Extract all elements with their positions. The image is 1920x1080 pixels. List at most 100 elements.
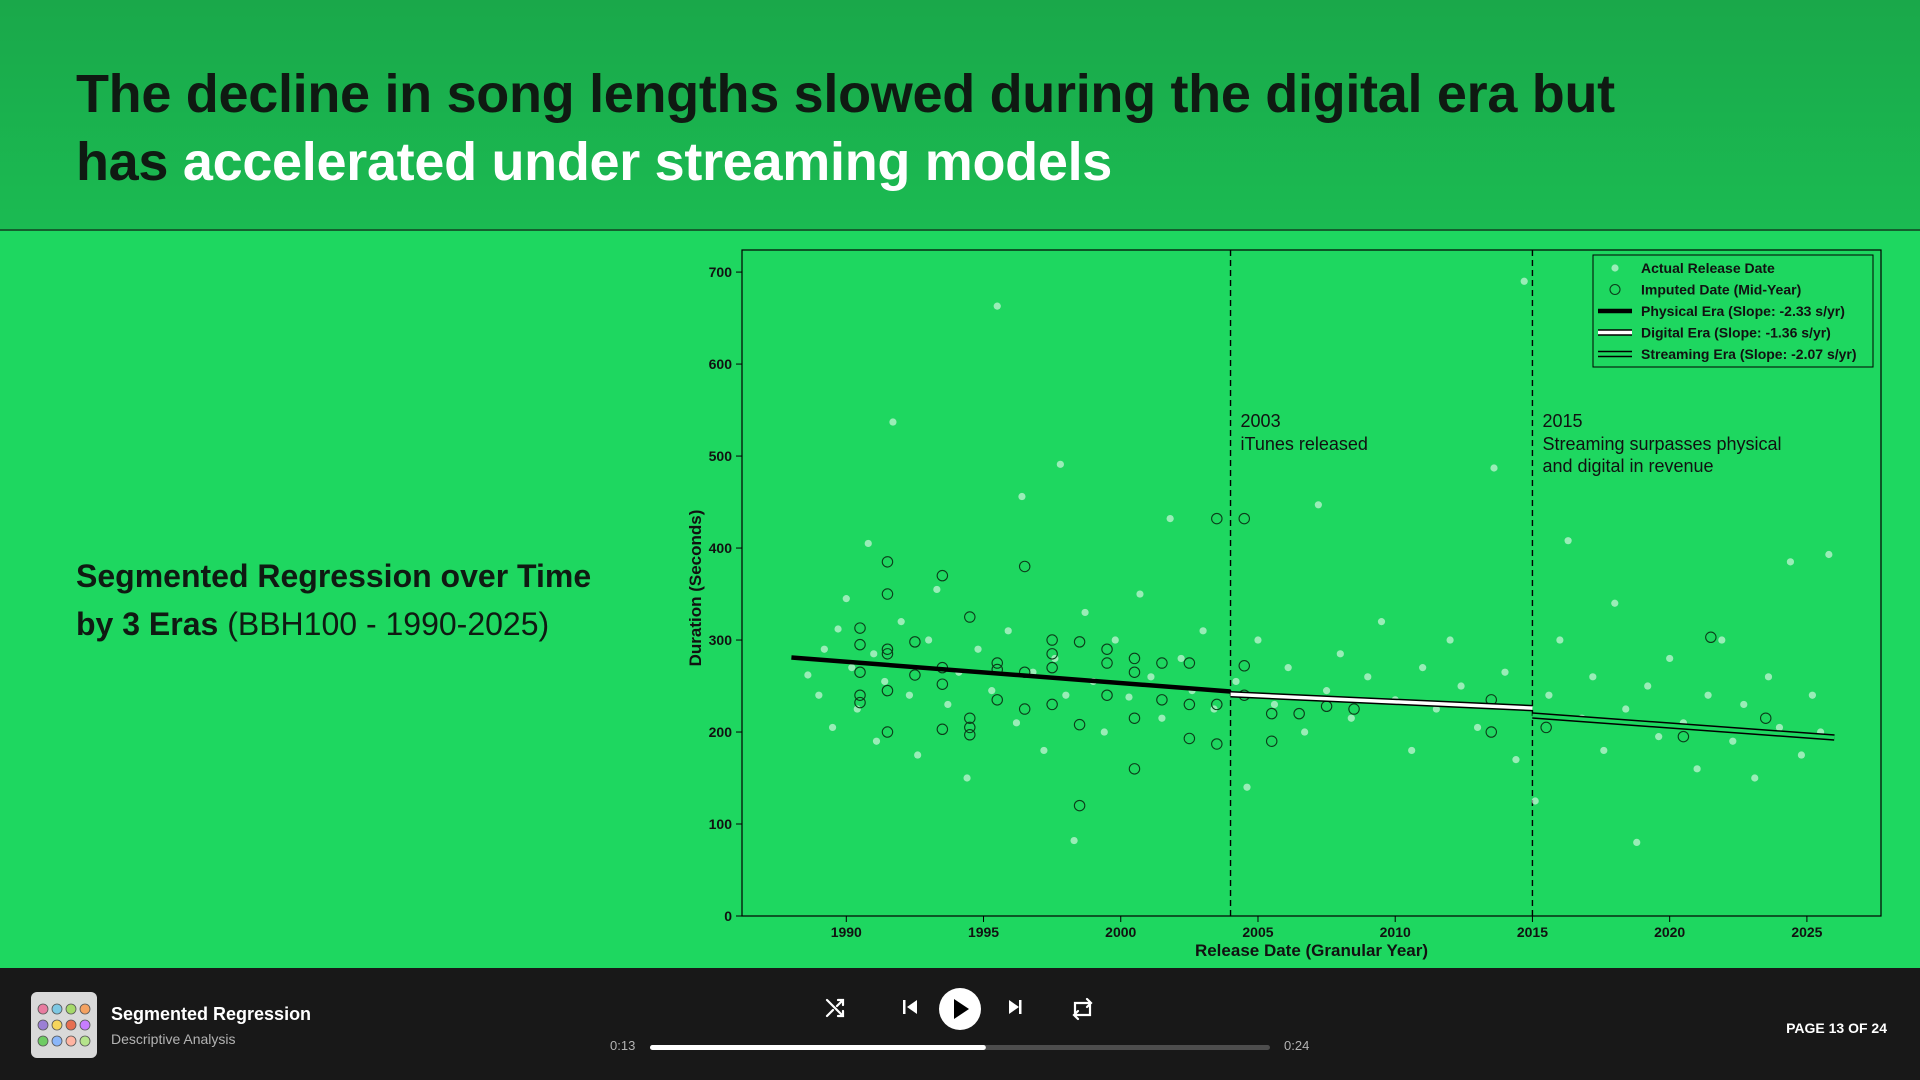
actual-point — [1377, 618, 1386, 626]
imputed-point — [1156, 657, 1168, 669]
actual-point — [881, 677, 889, 686]
actual-point — [1622, 705, 1630, 713]
next-button[interactable] — [1009, 1000, 1022, 1014]
actual-point — [1232, 677, 1240, 686]
actual-point — [993, 302, 1001, 310]
actual-point — [1729, 737, 1737, 745]
imputed-point — [881, 648, 894, 660]
y-tick-label: 0 — [724, 908, 732, 924]
y-tick-label: 700 — [709, 264, 733, 280]
actual-point — [1177, 654, 1185, 663]
actual-point — [1018, 492, 1026, 501]
actual-point — [1158, 714, 1166, 722]
actual-point — [1751, 774, 1759, 782]
imputed-point — [881, 588, 894, 600]
y-tick-label: 400 — [709, 540, 733, 556]
actual-point — [1432, 705, 1440, 713]
play-button[interactable] — [939, 988, 981, 1030]
elapsed-time: 0:13 — [610, 1038, 636, 1053]
trend-line — [1532, 713, 1835, 740]
actual-point — [1446, 636, 1454, 644]
actual-point — [1693, 765, 1701, 773]
actual-point — [815, 691, 823, 699]
annotation-text: and digital in revenue — [1542, 456, 1713, 476]
imputed-point — [1211, 738, 1223, 750]
actual-point — [1004, 627, 1012, 635]
actual-point — [914, 751, 922, 759]
imputed-point — [854, 622, 866, 634]
plot-frame — [741, 249, 1882, 917]
track-title: Segmented Regression — [111, 1004, 312, 1024]
player-bar: Segmented Regression Descriptive Analysi… — [0, 968, 1920, 1080]
imputed-point — [1705, 631, 1717, 644]
actual-point — [1243, 783, 1251, 791]
imputed-point — [854, 689, 866, 701]
actual-point — [1633, 838, 1641, 847]
imputed-point — [1128, 652, 1141, 665]
actual-point — [848, 664, 856, 672]
imputed-point — [1046, 634, 1058, 646]
actual-point — [1147, 673, 1155, 681]
duration: 0:24 — [1284, 1038, 1310, 1053]
annotation-title: 2003 — [1241, 411, 1281, 431]
actual-point — [842, 595, 850, 603]
actual-point — [872, 737, 881, 745]
caption-rest: (BBH100 - 1990-2025) — [227, 606, 550, 642]
legend-symbol — [1611, 264, 1619, 272]
imputed-point — [881, 726, 894, 738]
x-tick-label: 2025 — [1791, 924, 1822, 940]
imputed-point — [1128, 712, 1141, 724]
imputed-point — [1238, 512, 1251, 525]
imputed-point — [1183, 732, 1196, 745]
actual-point — [1704, 691, 1712, 699]
actual-point — [925, 636, 933, 644]
actual-point — [1655, 733, 1663, 741]
imputed-point — [1046, 661, 1058, 674]
x-tick-label: 2010 — [1380, 924, 1411, 940]
actual-point — [1270, 700, 1279, 709]
actual-point — [1070, 836, 1078, 845]
actual-point — [1825, 550, 1833, 559]
imputed-point — [1183, 698, 1196, 711]
trend-line — [791, 655, 1231, 694]
actual-point — [1775, 723, 1784, 732]
imputed-point — [1018, 560, 1031, 573]
legend-label: Streaming Era (Slope: -2.07 s/yr) — [1641, 346, 1857, 362]
actual-point — [1336, 650, 1344, 658]
actual-point — [1564, 537, 1572, 545]
imputed-point — [1677, 730, 1690, 743]
actual-point — [820, 645, 828, 653]
imputed-point — [936, 569, 949, 582]
imputed-point — [1265, 707, 1278, 720]
actual-point — [944, 700, 952, 709]
imputed-point — [881, 556, 894, 568]
imputed-point — [1073, 718, 1086, 731]
imputed-point — [881, 684, 894, 697]
imputed-point — [909, 636, 921, 648]
shuffle-button[interactable] — [825, 998, 845, 1018]
actual-point — [1419, 664, 1427, 672]
x-tick-label: 2000 — [1105, 924, 1136, 940]
actual-point — [1199, 627, 1207, 635]
x-tick-label: 2020 — [1654, 924, 1685, 940]
actual-point — [1056, 460, 1064, 468]
actual-point — [1364, 673, 1372, 681]
y-tick-label: 200 — [709, 724, 733, 740]
imputed-point — [1211, 698, 1223, 711]
imputed-point — [1046, 698, 1058, 711]
previous-button[interactable] — [903, 1000, 917, 1014]
title-line: has accelerated under streaming models — [76, 128, 1615, 196]
actual-point — [933, 585, 941, 594]
imputed-point — [964, 712, 976, 724]
slide-title: The decline in song lengths slowed durin… — [76, 60, 1615, 196]
imputed-point — [1211, 512, 1223, 525]
actual-point — [1512, 756, 1520, 764]
actual-point — [804, 671, 812, 679]
repeat-button[interactable] — [1072, 997, 1093, 1021]
actual-point — [1808, 691, 1816, 699]
actual-point — [1040, 746, 1048, 755]
actual-point — [1301, 728, 1309, 736]
imputed-point — [964, 721, 976, 734]
album-art — [31, 992, 97, 1058]
x-tick-label: 2015 — [1517, 924, 1548, 940]
